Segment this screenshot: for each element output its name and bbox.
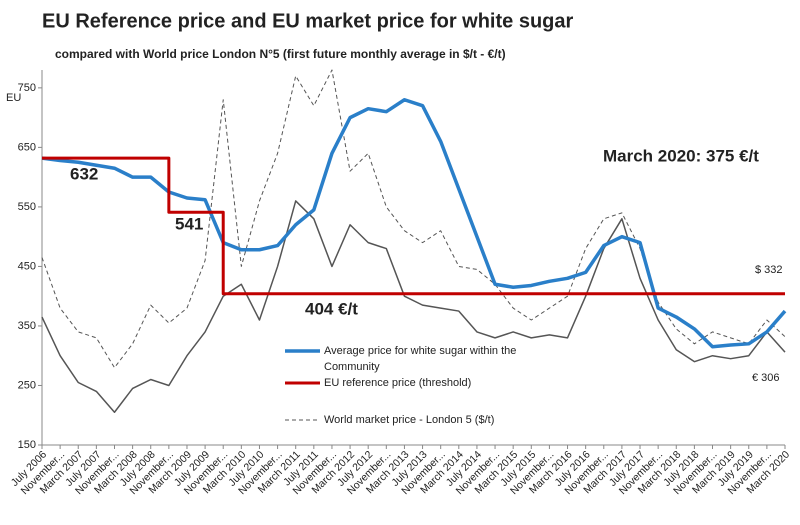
legend-item: EU reference price (threshold) [324,377,472,389]
annotation: 632 [70,164,98,183]
series-line [41,98,787,349]
annotation: $ 332 [755,264,783,276]
legend-item: Average price for white sugar within the… [324,345,517,373]
annotation: 404 €/t [305,299,358,318]
y-axis-label: EU [6,92,21,104]
chart-subtitle: compared with World price London N°5 (fi… [55,47,506,61]
legend-label: World market price - London 5 ($/t) [324,414,495,426]
y-tick-label: 450 [18,260,36,272]
y-tick-label: 150 [18,439,36,451]
y-tick-label: 650 [18,141,36,153]
legend-label: Average price for white sugar within the… [324,345,517,373]
series-line [42,156,785,296]
legend-item: World market price - London 5 ($/t) [324,414,495,426]
annotation: March 2020: 375 €/t [603,146,759,165]
y-tick-label: 550 [18,201,36,213]
series-line [41,69,786,369]
legend-label: EU reference price (threshold) [324,377,472,389]
annotation: € 306 [752,372,780,384]
series-line [41,200,786,414]
y-tick-label: 350 [18,320,36,332]
annotation: 541 [175,214,203,233]
chart-title: EU Reference price and EU market price f… [42,10,574,32]
y-tick-label: 250 [18,379,36,391]
y-tick-label: 750 [18,82,36,94]
